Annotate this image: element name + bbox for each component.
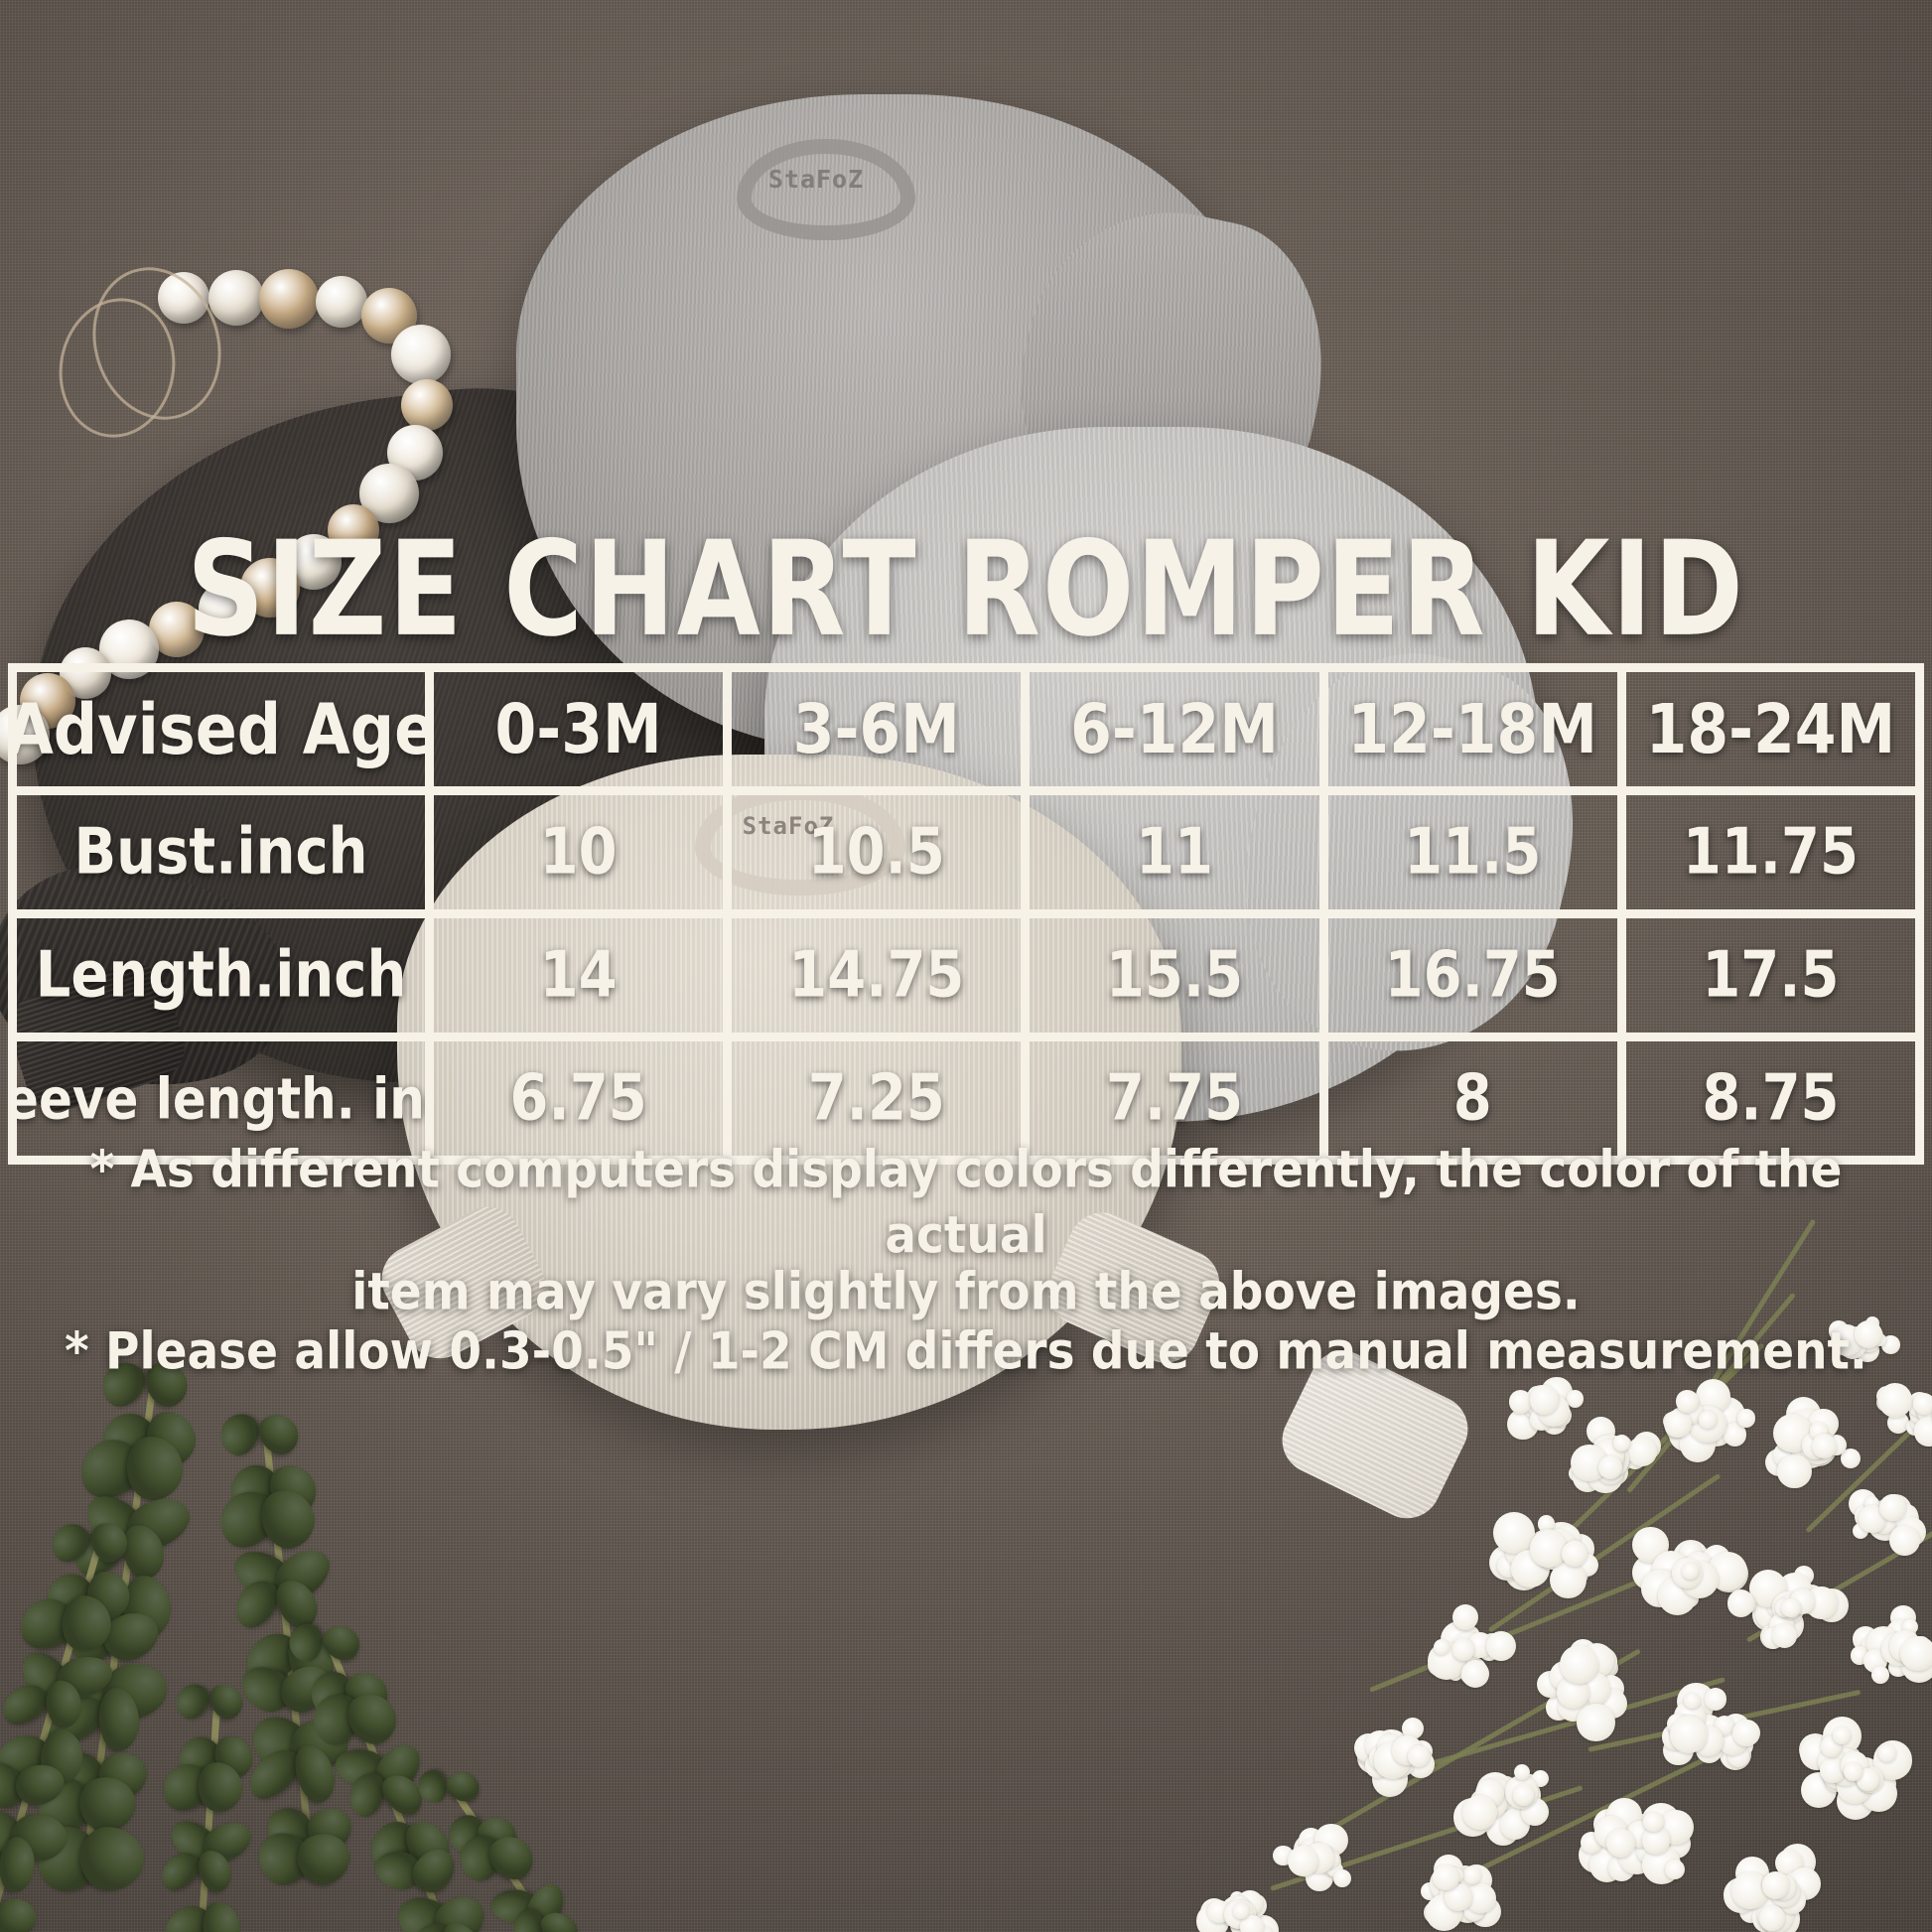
header-size-3-6m: 3-6M bbox=[732, 672, 1030, 795]
size-chart-table: Advised Age 0-3M 3-6M 6-12M 12-18M 18-24… bbox=[8, 663, 1924, 1165]
length-6-12m: 15.5 bbox=[1030, 918, 1327, 1041]
note-line-2: item may vary slightly from the above im… bbox=[20, 1260, 1912, 1325]
header-size-6-12m: 6-12M bbox=[1030, 672, 1327, 795]
bust-12-18m: 11.5 bbox=[1328, 795, 1626, 918]
bust-6-12m: 11 bbox=[1030, 795, 1327, 918]
length-0-3m: 14 bbox=[434, 918, 732, 1041]
bust-3-6m: 10.5 bbox=[732, 795, 1030, 918]
table-header-row: Advised Age 0-3M 3-6M 6-12M 12-18M 18-24… bbox=[17, 672, 1924, 795]
header-advised-age: Advised Age bbox=[17, 672, 434, 795]
length-18-24m: 17.5 bbox=[1626, 918, 1924, 1041]
row-label-length: Length.inch bbox=[17, 918, 434, 1041]
bust-18-24m: 11.75 bbox=[1626, 795, 1924, 918]
header-size-18-24m: 18-24M bbox=[1626, 672, 1924, 795]
note-line-1: * As different computers display colors … bbox=[20, 1138, 1912, 1269]
row-label-bust: Bust.inch bbox=[17, 795, 434, 918]
header-size-12-18m: 12-18M bbox=[1328, 672, 1626, 795]
size-chart-image: StaFoZ StaFoZ SIZE CHART ROMPER KID Advi… bbox=[0, 0, 1932, 1932]
bust-0-3m: 10 bbox=[434, 795, 732, 918]
table-row-bust: Bust.inch 10 10.5 11 11.5 11.75 bbox=[17, 795, 1924, 918]
disclaimer-notes: * As different computers display colors … bbox=[20, 1144, 1912, 1383]
length-12-18m: 16.75 bbox=[1328, 918, 1626, 1041]
table-row-length: Length.inch 14 14.75 15.5 16.75 17.5 bbox=[17, 918, 1924, 1041]
page-title: SIZE CHART ROMPER KID bbox=[29, 524, 1903, 655]
note-line-3: * Please allow 0.3-0.5" / 1-2 CM differs… bbox=[20, 1319, 1912, 1385]
text-overlay: SIZE CHART ROMPER KID Advised Age 0-3M 3… bbox=[0, 0, 1932, 1932]
length-3-6m: 14.75 bbox=[732, 918, 1030, 1041]
header-size-0-3m: 0-3M bbox=[434, 672, 732, 795]
